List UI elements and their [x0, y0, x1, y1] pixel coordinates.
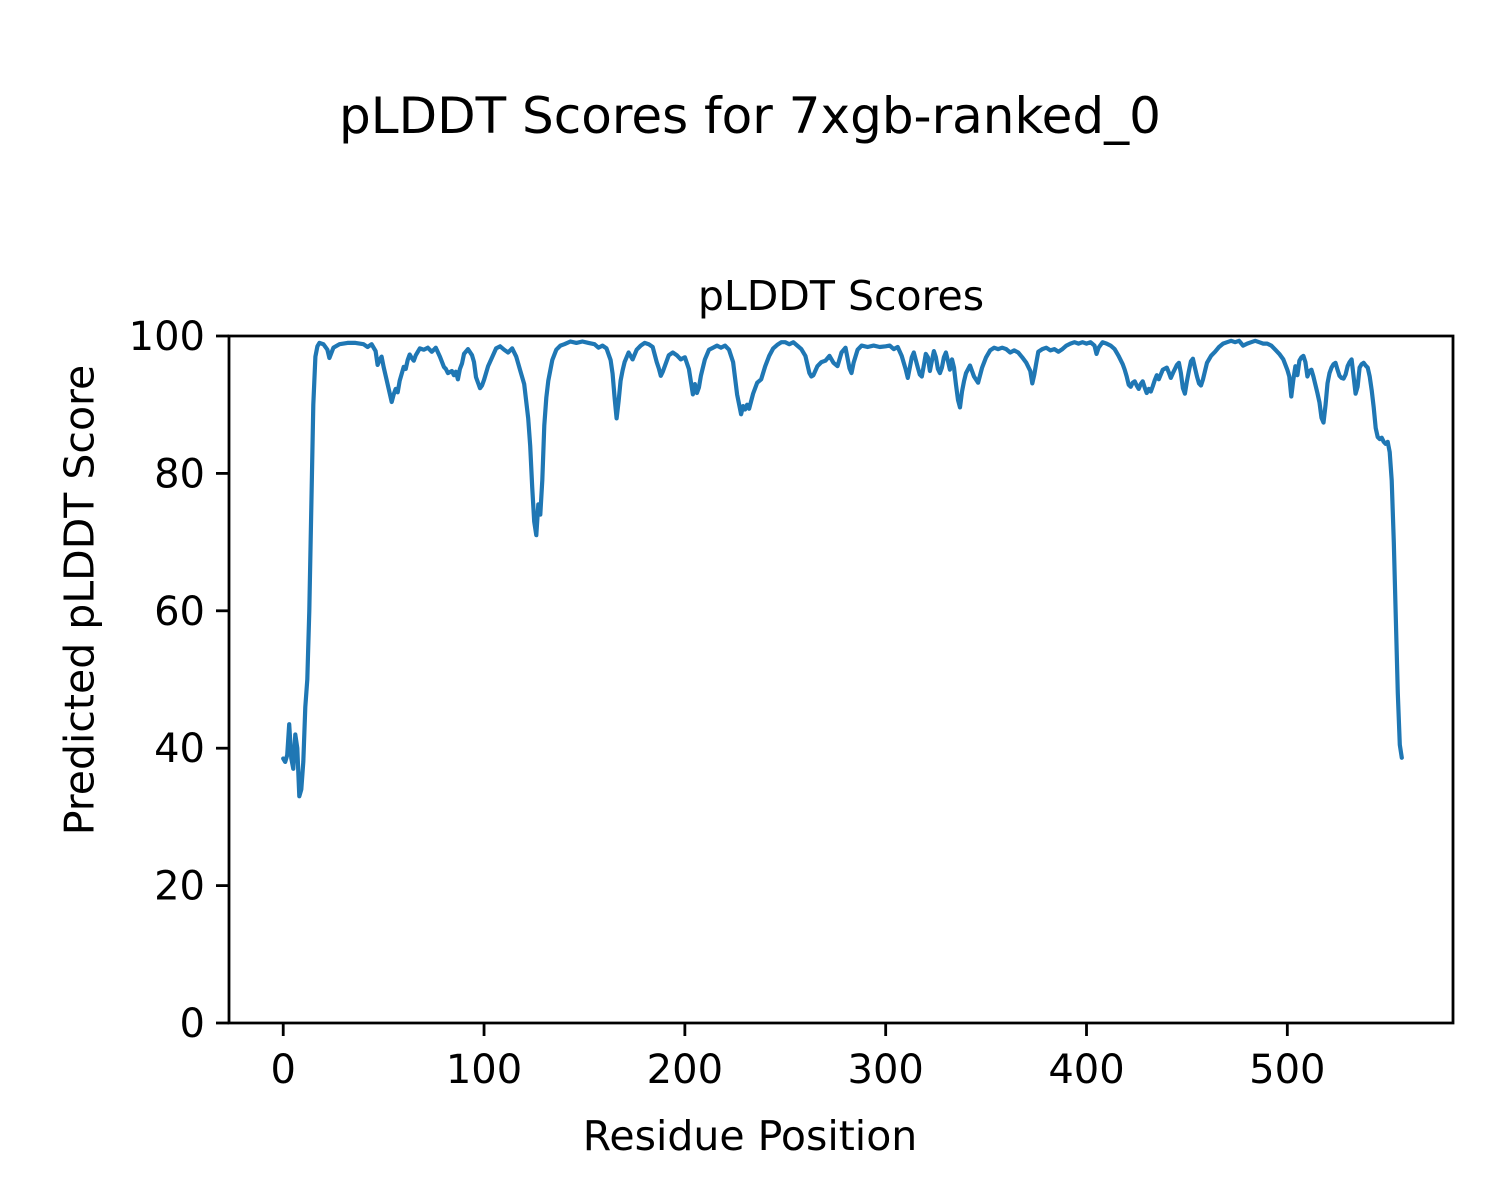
axes-spines — [227, 334, 1455, 1025]
x-tick-label: 100 — [446, 1047, 522, 1093]
x-tick-label: 0 — [270, 1047, 295, 1093]
axes-title: pLDDT Scores — [697, 272, 985, 320]
y-tick-label: 0 — [180, 1001, 205, 1047]
y-tick-label: 40 — [154, 726, 205, 772]
y-tick-label: 20 — [154, 864, 205, 910]
plddt-line — [281, 338, 1404, 799]
y-axis-label: Predicted pLDDT Score — [55, 364, 104, 836]
y-tick-label: 60 — [154, 589, 205, 635]
x-axis-label: Residue Position — [582, 1112, 918, 1160]
x-tick-label: 500 — [1249, 1047, 1325, 1093]
y-tick-label: 80 — [154, 451, 205, 497]
x-tick-label: 200 — [647, 1047, 723, 1093]
y-tick-label: 100 — [129, 314, 205, 360]
figure-title: pLDDT Scores for 7xgb-ranked_0 — [339, 87, 1161, 145]
x-tick-label: 300 — [848, 1047, 924, 1093]
x-tick-label: 400 — [1048, 1047, 1124, 1093]
